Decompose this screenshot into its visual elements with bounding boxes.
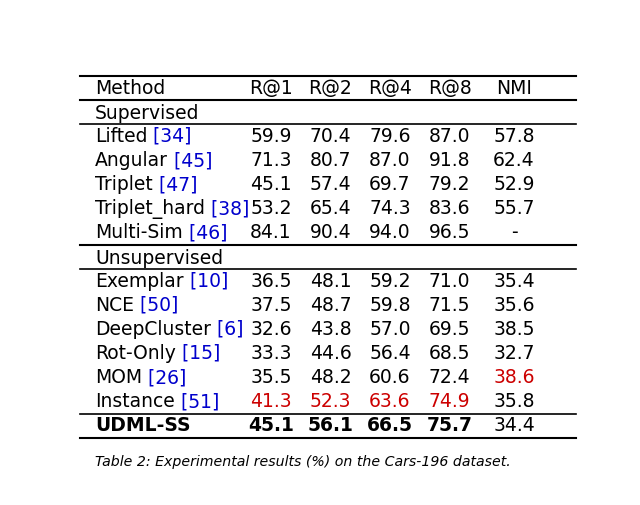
- Text: 59.9: 59.9: [250, 127, 292, 146]
- Text: 60.6: 60.6: [369, 368, 411, 387]
- Text: 71.0: 71.0: [429, 272, 470, 290]
- Text: Exemplar: Exemplar: [95, 272, 184, 290]
- Text: NMI: NMI: [496, 79, 532, 98]
- Text: Triplet_hard: Triplet_hard: [95, 199, 205, 219]
- Text: 59.2: 59.2: [369, 272, 411, 290]
- Text: 48.7: 48.7: [310, 296, 351, 315]
- Text: 96.5: 96.5: [429, 223, 470, 242]
- Text: 75.7: 75.7: [426, 416, 472, 435]
- Text: 79.2: 79.2: [429, 175, 470, 194]
- Text: Rot-Only: Rot-Only: [95, 344, 176, 363]
- Text: Instance: Instance: [95, 392, 175, 411]
- Text: [34]: [34]: [147, 127, 192, 146]
- Text: Table 2: Experimental results (%) on the Cars-196 dataset.: Table 2: Experimental results (%) on the…: [95, 456, 511, 469]
- Text: 44.6: 44.6: [310, 344, 351, 363]
- Text: [26]: [26]: [142, 368, 186, 387]
- Text: 41.3: 41.3: [250, 392, 292, 411]
- Text: 52.9: 52.9: [493, 175, 535, 194]
- Text: 59.8: 59.8: [369, 296, 411, 315]
- Text: 35.5: 35.5: [250, 368, 292, 387]
- Text: Unsupervised: Unsupervised: [95, 248, 223, 268]
- Text: 63.6: 63.6: [369, 392, 411, 411]
- Text: 57.0: 57.0: [369, 320, 411, 339]
- Text: 80.7: 80.7: [310, 151, 351, 170]
- Text: 52.3: 52.3: [310, 392, 351, 411]
- Text: DeepCluster: DeepCluster: [95, 320, 211, 339]
- Text: 36.5: 36.5: [250, 272, 292, 290]
- Text: 57.8: 57.8: [493, 127, 535, 146]
- Text: Multi-Sim: Multi-Sim: [95, 223, 182, 242]
- Text: [6]: [6]: [211, 320, 243, 339]
- Text: [38]: [38]: [205, 199, 249, 218]
- Text: 55.7: 55.7: [493, 199, 535, 218]
- Text: 74.9: 74.9: [429, 392, 470, 411]
- Text: 87.0: 87.0: [369, 151, 411, 170]
- Text: 91.8: 91.8: [429, 151, 470, 170]
- Text: [10]: [10]: [184, 272, 228, 290]
- Text: MOM: MOM: [95, 368, 142, 387]
- Text: 32.6: 32.6: [250, 320, 292, 339]
- Text: 66.5: 66.5: [367, 416, 413, 435]
- Text: 69.5: 69.5: [429, 320, 470, 339]
- Text: 43.8: 43.8: [310, 320, 351, 339]
- Text: Method: Method: [95, 79, 165, 98]
- Text: 35.4: 35.4: [493, 272, 535, 290]
- Text: 48.2: 48.2: [310, 368, 351, 387]
- Text: 90.4: 90.4: [310, 223, 351, 242]
- Text: 65.4: 65.4: [310, 199, 351, 218]
- Text: Lifted: Lifted: [95, 127, 147, 146]
- Text: 48.1: 48.1: [310, 272, 351, 290]
- Text: 57.4: 57.4: [310, 175, 351, 194]
- Text: 87.0: 87.0: [429, 127, 470, 146]
- Text: R@4: R@4: [368, 79, 412, 98]
- Text: 45.1: 45.1: [250, 175, 292, 194]
- Text: [46]: [46]: [182, 223, 227, 242]
- Text: [15]: [15]: [176, 344, 220, 363]
- Text: R@2: R@2: [308, 79, 353, 98]
- Text: 62.4: 62.4: [493, 151, 535, 170]
- Text: UDML-SS: UDML-SS: [95, 416, 190, 435]
- Text: [51]: [51]: [175, 392, 219, 411]
- Text: 94.0: 94.0: [369, 223, 411, 242]
- Text: 84.1: 84.1: [250, 223, 292, 242]
- Text: Supervised: Supervised: [95, 104, 200, 123]
- Text: 68.5: 68.5: [429, 344, 470, 363]
- Text: 69.7: 69.7: [369, 175, 411, 194]
- Text: R@8: R@8: [428, 79, 472, 98]
- Text: -: -: [511, 223, 517, 242]
- Text: NCE: NCE: [95, 296, 134, 315]
- Text: 37.5: 37.5: [250, 296, 292, 315]
- Text: 79.6: 79.6: [369, 127, 411, 146]
- Text: 70.4: 70.4: [310, 127, 351, 146]
- Text: 34.4: 34.4: [493, 416, 535, 435]
- Text: 45.1: 45.1: [248, 416, 294, 435]
- Text: 56.4: 56.4: [369, 344, 411, 363]
- Text: [47]: [47]: [152, 175, 197, 194]
- Text: 33.3: 33.3: [250, 344, 292, 363]
- Text: Angular: Angular: [95, 151, 168, 170]
- Text: 74.3: 74.3: [369, 199, 411, 218]
- Text: 38.5: 38.5: [493, 320, 535, 339]
- Text: 35.8: 35.8: [493, 392, 535, 411]
- Text: [50]: [50]: [134, 296, 179, 315]
- Text: Triplet: Triplet: [95, 175, 152, 194]
- Text: 83.6: 83.6: [429, 199, 470, 218]
- Text: 71.5: 71.5: [429, 296, 470, 315]
- Text: [45]: [45]: [168, 151, 212, 170]
- Text: 38.6: 38.6: [493, 368, 535, 387]
- Text: 53.2: 53.2: [250, 199, 292, 218]
- Text: 32.7: 32.7: [493, 344, 535, 363]
- Text: R@1: R@1: [249, 79, 293, 98]
- Text: 71.3: 71.3: [250, 151, 292, 170]
- Text: 72.4: 72.4: [429, 368, 470, 387]
- Text: 35.6: 35.6: [493, 296, 535, 315]
- Text: 56.1: 56.1: [308, 416, 353, 435]
